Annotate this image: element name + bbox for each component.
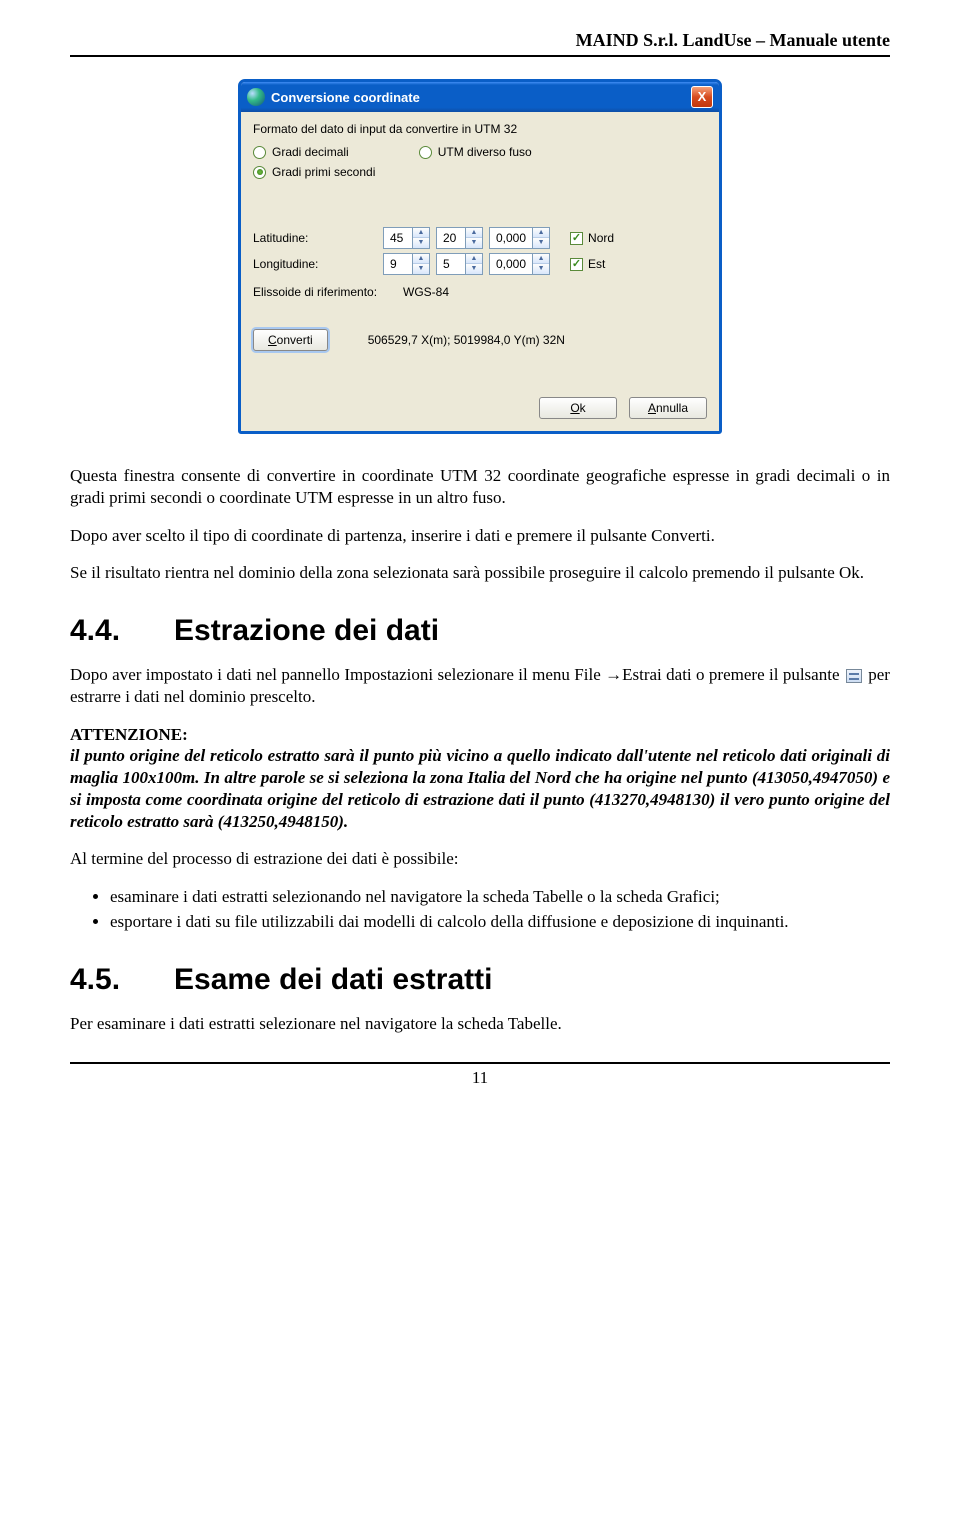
spinner-up-icon[interactable]: ▲ (533, 228, 549, 238)
longitude-label: Longitudine: (253, 257, 383, 271)
list-item: esaminare i dati estratti selezionando n… (110, 886, 890, 908)
east-label: Est (588, 257, 605, 271)
section-number: 4.4. (70, 614, 138, 648)
ellipsoid-value: WGS-84 (403, 285, 449, 299)
section-heading-4-4: 4.4. Estrazione dei dati (70, 614, 890, 648)
latitude-label: Latitudine: (253, 231, 383, 245)
conversion-result: 506529,7 X(m); 5019984,0 Y(m) 32N (368, 333, 565, 347)
format-label: Formato del dato di input da convertire … (253, 122, 707, 136)
radio-icon (253, 146, 266, 159)
spinner-up-icon[interactable]: ▲ (466, 254, 482, 264)
list-item: esportare i dati su file utilizzabili da… (110, 911, 890, 933)
north-checkbox[interactable] (570, 232, 583, 245)
east-checkbox[interactable] (570, 258, 583, 271)
spinner-down-icon[interactable]: ▼ (466, 238, 482, 248)
paragraph: Dopo aver scelto il tipo di coordinate d… (70, 525, 890, 547)
spinner-down-icon[interactable]: ▼ (533, 264, 549, 274)
spinner-down-icon[interactable]: ▼ (533, 238, 549, 248)
spinner-up-icon[interactable]: ▲ (466, 228, 482, 238)
spinner-up-icon[interactable]: ▲ (533, 254, 549, 264)
text-run: Estrai dati o premere il pulsante (622, 665, 844, 684)
radio-decimal[interactable]: Gradi decimali (253, 145, 349, 159)
globe-icon (247, 88, 265, 106)
radio-icon-selected (253, 166, 266, 179)
close-button[interactable]: X (691, 86, 713, 108)
spinner-down-icon[interactable]: ▼ (413, 238, 429, 248)
paragraph: Per esaminare i dati estratti selezionar… (70, 1013, 890, 1035)
radio-label: Gradi primi secondi (272, 165, 375, 179)
north-label: Nord (588, 231, 614, 245)
spinner-down-icon[interactable]: ▼ (413, 264, 429, 274)
convert-button[interactable]: Converti (253, 329, 328, 351)
spinner-up-icon[interactable]: ▲ (413, 228, 429, 238)
dialog-window: Conversione coordinate X Formato del dat… (238, 79, 722, 434)
radio-dms[interactable]: Gradi primi secondi (253, 165, 707, 179)
lon-sec-spinner[interactable]: 0,000▲▼ (489, 253, 550, 275)
screenshot-container: Conversione coordinate X Formato del dat… (70, 79, 890, 439)
spinner-down-icon[interactable]: ▼ (466, 264, 482, 274)
section-title: Estrazione dei dati (174, 614, 439, 648)
latitude-row: Latitudine: 45▲▼ 20▲▼ 0,000▲▼ Nord (253, 227, 707, 249)
paragraph: Se il risultato rientra nel dominio dell… (70, 562, 890, 584)
ellipsoid-row: Elissoide di riferimento: WGS-84 (253, 285, 707, 299)
lat-min-spinner[interactable]: 20▲▼ (436, 227, 483, 249)
paragraph: Dopo aver impostato i dati nel pannello … (70, 664, 890, 708)
page-footer: 11 (70, 1062, 890, 1088)
convert-button-rest: onverti (277, 333, 313, 347)
paragraph: Al termine del processo di estrazione de… (70, 848, 890, 870)
extract-icon (846, 669, 862, 683)
section-title: Esame dei dati estratti (174, 963, 492, 997)
attention-label: ATTENZIONE: (70, 724, 890, 746)
lon-deg-spinner[interactable]: 9▲▼ (383, 253, 430, 275)
ok-button[interactable]: Ok (539, 397, 617, 419)
longitude-row: Longitudine: 9▲▼ 5▲▼ 0,000▲▼ Est (253, 253, 707, 275)
text-run: Dopo aver impostato i dati nel pannello … (70, 665, 605, 684)
lat-sec-spinner[interactable]: 0,000▲▼ (489, 227, 550, 249)
section-number: 4.5. (70, 963, 138, 997)
radio-label: UTM diverso fuso (438, 145, 532, 159)
paragraph: Questa finestra consente di convertire i… (70, 465, 890, 509)
bullet-list: esaminare i dati estratti selezionando n… (110, 886, 890, 933)
radio-label: Gradi decimali (272, 145, 349, 159)
radio-utm-other[interactable]: UTM diverso fuso (419, 145, 532, 159)
titlebar: Conversione coordinate X (241, 82, 719, 112)
attention-body: il punto origine del reticolo estratto s… (70, 745, 890, 832)
radio-icon (419, 146, 432, 159)
cancel-button[interactable]: Annulla (629, 397, 707, 419)
page-header: MAIND S.r.l. LandUse – Manuale utente (70, 30, 890, 57)
lat-deg-spinner[interactable]: 45▲▼ (383, 227, 430, 249)
ellipsoid-label: Elissoide di riferimento: (253, 285, 403, 299)
spinner-up-icon[interactable]: ▲ (413, 254, 429, 264)
window-title: Conversione coordinate (271, 90, 420, 105)
lon-min-spinner[interactable]: 5▲▼ (436, 253, 483, 275)
section-heading-4-5: 4.5. Esame dei dati estratti (70, 963, 890, 997)
